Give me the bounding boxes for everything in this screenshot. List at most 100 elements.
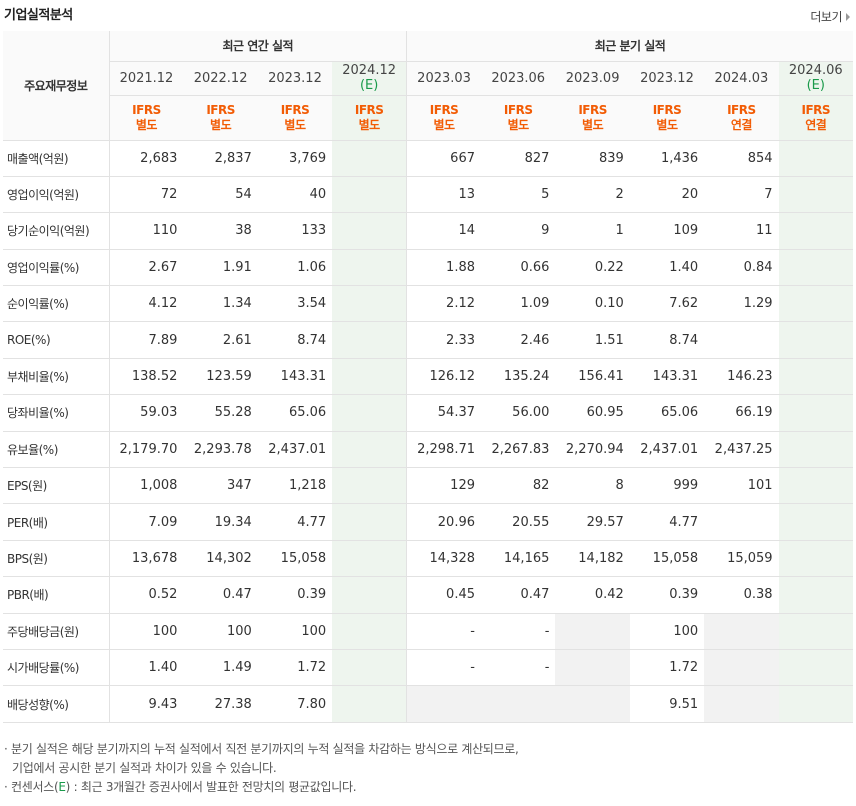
metric-value: 1.34 [183,285,258,323]
estimate-mark: (E) [359,78,379,93]
metric-value [332,503,408,541]
metric-value: 1.29 [704,285,779,323]
metric-value: 1.51 [555,321,630,359]
metric-value: 2.61 [183,321,258,359]
metric-value: 2,270.94 [555,431,630,469]
metric-value: 1.72 [629,649,705,687]
accounting-basis: IFRS 별도 [481,95,556,141]
metric-value [555,685,630,723]
metric-label: 매출액(억원) [3,140,110,177]
footnote-1-cont: 기업에서 공시한 분기 실적과 차이가 있을 수 있습니다. [12,761,277,775]
more-link[interactable]: 더보기 [810,8,850,25]
metric-value: 123.59 [183,357,258,396]
accounting-basis: IFRS 연결 [778,95,853,141]
metric-value: 2,437.25 [704,431,779,469]
metric-value [406,685,481,723]
metric-value: 60.95 [555,394,630,432]
metric-value [332,248,408,287]
metric-label: ROE(%) [3,321,110,359]
metric-value [332,212,408,250]
metric-value: 7.09 [109,503,184,541]
metric-value: 15,059 [704,540,779,578]
metric-value: 126.12 [406,357,481,396]
metric-value [778,649,853,687]
metric-value: 82 [481,467,556,505]
metric-value: 4.77 [257,503,333,541]
metric-value: - [406,649,481,687]
table-row: EPS(원) 1,008 347 1,218 129 82 8 999 101 [3,467,853,505]
metric-value: 5 [481,176,556,214]
footnote-2: · 컨센서스(E) : 최근 3개월간 증권사에서 발표한 전망치의 평균값입니… [4,780,357,794]
metric-value [778,467,853,505]
metric-value: 15,058 [257,540,333,578]
metric-label: 배당성향(%) [3,685,110,723]
metric-value: 4.12 [109,285,184,323]
metric-value: 143.31 [629,357,705,396]
metric-value: 38 [183,212,258,250]
table-row: 부채비율(%) 138.52 123.59 143.31 126.12 135.24 156… [3,357,853,396]
table-row: 주당배당금(원) 100 100 100- -100 [3,612,853,650]
metric-value: 827 [481,140,556,177]
metric-value: 65.06 [629,394,705,432]
metric-value: 0.10 [555,285,630,323]
metric-value [332,685,408,723]
metric-value: 13 [406,176,481,214]
metric-value: 13,678 [109,540,184,578]
metric-value: 1,436 [629,140,705,177]
metric-value: 1.06 [257,248,333,287]
row-header-label: 주요재무정보 [3,31,110,141]
metric-value: 1,218 [257,467,333,505]
metric-value [778,540,853,578]
period-header: 2023.03 [406,61,481,96]
metric-value: 14 [406,212,481,250]
metric-value: 7 [704,176,779,214]
accounting-basis: IFRS 별도 [183,95,258,141]
period-header: 2023.06 [481,61,556,96]
metric-value [332,540,408,578]
metric-value: 29.57 [555,503,630,541]
metric-value [704,321,779,359]
metric-label: 시가배당률(%) [3,649,110,687]
metric-value: 40 [257,176,333,214]
metric-value: 110 [109,212,184,250]
metric-value: 4.77 [629,503,705,541]
metric-value: 14,182 [555,540,630,578]
metric-value: 2,298.71 [406,431,481,469]
metric-value [332,357,408,396]
financial-table: 주요재무정보 최근 연간 실적 최근 분기 실적 2021.12 2022.12 2… [3,31,853,723]
metric-value [332,467,408,505]
metric-value: 1.88 [406,248,481,287]
footnotes: · 분기 실적은 해당 분기까지의 누적 실적에서 직전 분기까지의 누적 실적… [4,740,519,797]
period-header: 2024.06 (E) [778,61,853,96]
metric-value: 135.24 [481,357,556,396]
metric-value: 100 [629,612,705,650]
metric-value: 2,293.78 [183,431,258,469]
metric-value: 1.40 [109,649,184,687]
table-row: PBR(배) 0.52 0.47 0.39 0.45 0.47 0.42 0.39 0.38 [3,576,853,614]
metric-value: 9.51 [629,685,705,723]
metric-value: 54.37 [406,394,481,432]
accounting-basis: IFRS 별도 [257,95,333,141]
metric-value: 109 [629,212,705,250]
metric-value [778,612,853,650]
metric-value: 143.31 [257,357,333,396]
metric-value [778,576,853,614]
metric-value: 0.39 [257,576,333,614]
metric-value: 0.84 [704,248,779,287]
metric-value: 20.55 [481,503,556,541]
metric-value: 100 [183,612,258,650]
metric-value: - [406,612,481,650]
metric-value [778,285,853,323]
metric-value: 7.62 [629,285,705,323]
metric-value [778,357,853,396]
metric-value: 2 [555,176,630,214]
metric-value [332,649,408,687]
metric-value: 854 [704,140,779,177]
period-header: 2021.12 [109,61,184,96]
metric-value: 2.46 [481,321,556,359]
more-label: 더보기 [810,10,842,24]
accounting-basis: IFRS 별도 [332,95,408,141]
metric-value: 0.45 [406,576,481,614]
metric-value: 101 [704,467,779,505]
metric-value: 8.74 [257,321,333,359]
